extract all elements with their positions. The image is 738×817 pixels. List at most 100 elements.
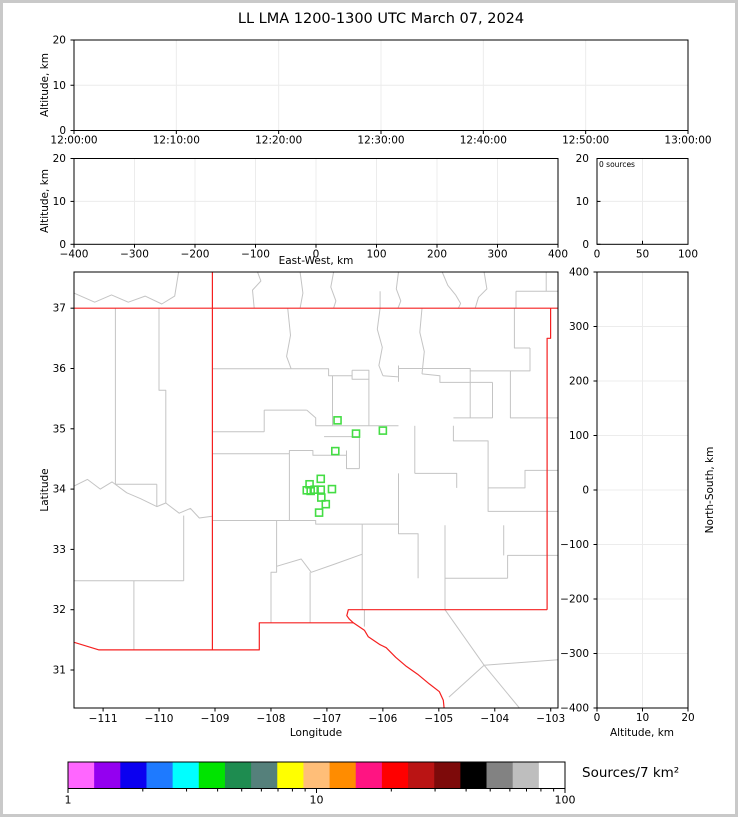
- colorbar-segment: [146, 762, 174, 789]
- tick-label: 0: [313, 248, 320, 260]
- county-borders: [74, 272, 558, 708]
- tick-label: 100: [555, 794, 576, 807]
- colorbar-segment: [486, 762, 514, 789]
- lma-station-marker: [310, 485, 319, 494]
- tick-label: 100: [366, 248, 386, 260]
- tick-label: 12:00:00: [50, 135, 97, 147]
- tick-label: 50: [636, 248, 649, 260]
- colorbar-segment: [512, 762, 540, 789]
- tick-label: −104: [480, 713, 509, 725]
- tick-label: 300: [487, 248, 507, 260]
- ns-height-panel: 0 10 20 400 300 200 100 0 −100 −200 −300 −400: [560, 267, 695, 725]
- colorbar-segment: [224, 762, 252, 789]
- axis-label-east-west: East-West, km: [278, 255, 354, 267]
- lma-station-marker: [327, 484, 337, 494]
- colorbar-segment: [408, 762, 435, 789]
- tick-label: 10: [53, 196, 66, 208]
- lma-stations: [302, 416, 388, 517]
- map-content: [74, 272, 558, 708]
- lma-station-marker: [316, 474, 326, 484]
- colorbar-segment: [460, 762, 488, 789]
- plan-view-map: −111 −110 −109 −108 −107 −106 −105 −104 −103 37 36…: [53, 271, 565, 725]
- tick-label: −105: [424, 713, 453, 725]
- tick-label: 12:50:00: [562, 135, 609, 147]
- tick-label: 33: [53, 544, 66, 556]
- tick-label: 10: [310, 794, 324, 807]
- colorbar-label: Sources/7 km²: [582, 765, 680, 781]
- axis-label-latitude: Latitude: [39, 468, 51, 512]
- colorbar-segment: [329, 762, 357, 789]
- tick-label: −200: [181, 248, 210, 260]
- tick-label: −400: [560, 703, 589, 715]
- tick-label: 32: [53, 604, 66, 616]
- tick-label: −300: [560, 648, 589, 660]
- tick-label: 31: [53, 665, 66, 677]
- tick-label: −106: [368, 713, 397, 725]
- tick-label: −108: [257, 713, 286, 725]
- lma-station-marker: [378, 426, 388, 435]
- colorbar-segment: [538, 762, 566, 789]
- time-height-panel: 12:00:00 12:10:00 12:20:00 12:30:00 12:40:00…: [50, 35, 711, 147]
- tick-label: 0: [59, 239, 66, 251]
- tick-label: −300: [120, 248, 149, 260]
- tick-label: 20: [681, 712, 694, 724]
- tick-label: −107: [312, 713, 341, 725]
- tick-label: 12:40:00: [460, 135, 507, 147]
- tick-label: 12:10:00: [153, 135, 200, 147]
- tick-label: −400: [60, 248, 89, 260]
- axis-label-altitude-ew: Altitude, km: [39, 169, 51, 234]
- tick-label: 37: [53, 303, 66, 315]
- tick-label: 34: [53, 484, 67, 496]
- colorbar-segment: [94, 762, 121, 789]
- lma-station-marker: [321, 499, 331, 509]
- lma-station-marker: [333, 416, 342, 425]
- tick-label: −100: [241, 248, 270, 260]
- colorbar-segment: [277, 762, 304, 789]
- tick-label: 10: [636, 712, 649, 724]
- tick-label: 10: [576, 196, 589, 208]
- lma-station-marker: [314, 508, 324, 517]
- colorbar-segment: [120, 762, 147, 789]
- tick-label: 1: [65, 794, 72, 807]
- colorbar-segment: [434, 762, 461, 789]
- source-count-annotation: 0 sources: [599, 160, 635, 169]
- axis-label-north-south: North-South, km: [704, 446, 716, 534]
- colorbar-segment: [381, 762, 409, 789]
- tick-label: 200: [569, 376, 589, 388]
- lma-station-marker: [316, 485, 326, 494]
- lma-station-marker: [331, 446, 340, 456]
- tick-label: −100: [560, 539, 589, 551]
- tick-label: −200: [560, 594, 589, 606]
- axis-label-altitude-top: Altitude, km: [39, 53, 51, 118]
- tick-label: −103: [536, 713, 565, 725]
- state-borders: [74, 272, 558, 708]
- panel-frame: [73, 271, 559, 709]
- tick-label: 0: [582, 239, 589, 251]
- tick-label: 36: [53, 363, 67, 375]
- tick-label: 200: [427, 248, 447, 260]
- tick-label: 300: [569, 321, 589, 333]
- tick-label: −111: [89, 713, 118, 725]
- colorbar-segment: [68, 762, 95, 789]
- lma-station-marker: [317, 493, 326, 502]
- tick-label: 20: [576, 153, 589, 165]
- tick-label: 12:20:00: [255, 135, 302, 147]
- colorbar-segment: [198, 762, 226, 789]
- tick-label: 0: [594, 712, 601, 724]
- axis-label-longitude: Longitude: [289, 727, 343, 739]
- colorbar-segment: [251, 762, 278, 789]
- lma-station-marker: [351, 429, 361, 438]
- tick-label: 0: [594, 248, 601, 260]
- tick-label: 13:00:00: [664, 135, 711, 147]
- tick-label: 0: [582, 485, 589, 497]
- figure-title: LL LMA 1200-1300 UTC March 07, 2024: [237, 11, 525, 27]
- colorbar: 1 10 100: [65, 761, 576, 807]
- tick-label: 0: [59, 125, 66, 137]
- tick-label: 20: [53, 35, 66, 47]
- colorbar-segment: [303, 762, 331, 789]
- tick-label: 400: [569, 267, 589, 279]
- tick-label: 10: [53, 80, 66, 92]
